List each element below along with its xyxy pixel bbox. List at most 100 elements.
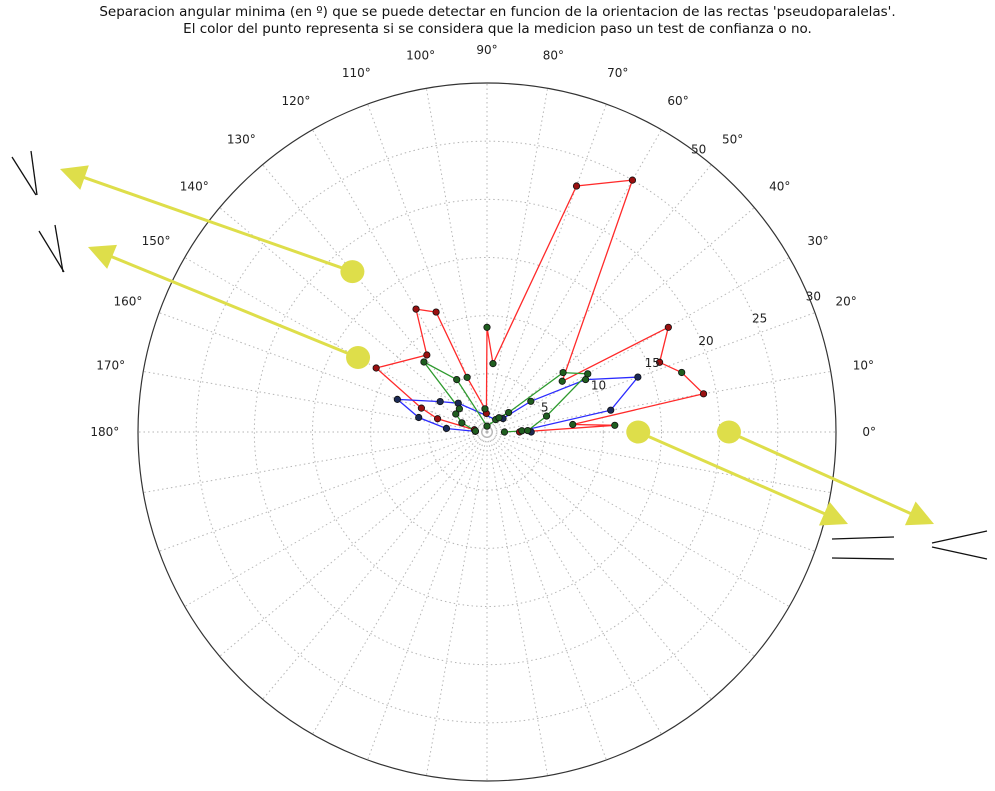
data-point bbox=[611, 421, 619, 429]
radial-tick-label: 10 bbox=[591, 378, 606, 392]
data-point bbox=[628, 176, 637, 184]
angular-tick-label: 130° bbox=[227, 132, 256, 146]
data-point bbox=[634, 373, 642, 381]
line-pair-sketch bbox=[831, 536, 895, 560]
annotation-arrowhead bbox=[88, 244, 117, 269]
data-point bbox=[453, 376, 461, 384]
sketch-line bbox=[831, 557, 895, 560]
data-point bbox=[463, 373, 471, 381]
data-point bbox=[415, 413, 423, 422]
annotation-arrowhead bbox=[904, 501, 934, 526]
angular-grid-spoke bbox=[486, 431, 712, 700]
data-point bbox=[607, 406, 615, 414]
annotation-arrow bbox=[637, 430, 829, 517]
radial-tick-label: 25 bbox=[752, 312, 767, 326]
data-point bbox=[527, 397, 535, 405]
data-point bbox=[572, 182, 581, 190]
sketch-line bbox=[11, 156, 37, 196]
data-point bbox=[412, 305, 420, 313]
tick-label-layer: 0° 10° 20° 30° 40° 50° 60° 70° 80° 90° 100° 110° 120… bbox=[90, 43, 876, 439]
data-point bbox=[455, 405, 463, 413]
data-point bbox=[393, 395, 401, 403]
data-point bbox=[505, 408, 513, 417]
angular-grid-spoke bbox=[262, 164, 488, 433]
annotation-arrowhead bbox=[60, 165, 89, 190]
radial-grid-circle bbox=[370, 315, 604, 549]
angular-tick-label: 120° bbox=[281, 94, 310, 108]
data-point bbox=[442, 424, 451, 433]
angular-tick-label: 140° bbox=[180, 179, 209, 193]
sketch-line bbox=[831, 536, 895, 540]
data-point bbox=[584, 370, 592, 378]
radial-tick-label: 30 bbox=[806, 289, 821, 303]
data-point bbox=[495, 414, 503, 422]
angular-tick-label: 90° bbox=[476, 43, 497, 57]
data-point bbox=[664, 323, 672, 331]
angular-grid-spoke bbox=[367, 431, 488, 761]
annotation-arrowhead bbox=[818, 501, 848, 526]
chart-title: Separacion angular minima (en º) que se … bbox=[99, 4, 896, 20]
chart-title-block: Separacion angular minima (en º) que se … bbox=[0, 4, 995, 38]
annotation-layer bbox=[11, 150, 988, 560]
data-point bbox=[483, 323, 491, 331]
radial-tick-label: 15 bbox=[645, 356, 660, 370]
line-pair-sketch bbox=[11, 150, 38, 196]
sketch-line bbox=[54, 224, 64, 273]
radial-tick-label: 50 bbox=[691, 142, 706, 156]
angular-tick-label: 170° bbox=[96, 359, 125, 373]
data-point bbox=[452, 410, 460, 418]
radial-grid-circle bbox=[195, 140, 779, 724]
annotation-arrow bbox=[728, 430, 915, 517]
data-point bbox=[436, 397, 444, 406]
radial-grid-circle bbox=[428, 373, 546, 491]
sketch-line bbox=[931, 530, 988, 544]
angular-tick-label: 20° bbox=[835, 294, 856, 308]
data-point bbox=[500, 428, 509, 436]
data-point bbox=[655, 358, 664, 366]
data-point bbox=[433, 415, 442, 423]
angular-tick-label: 30° bbox=[807, 234, 828, 248]
angular-tick-label: 100° bbox=[406, 49, 435, 63]
angular-tick-label: 180° bbox=[90, 425, 119, 439]
angular-grid-spoke bbox=[219, 431, 488, 657]
radial-tick-label: 5 bbox=[541, 401, 549, 415]
data-point bbox=[420, 358, 428, 366]
data-point bbox=[558, 377, 566, 385]
data-point bbox=[559, 368, 567, 377]
series-line bbox=[374, 179, 705, 433]
data-point bbox=[483, 422, 491, 430]
data-point bbox=[542, 412, 551, 420]
sketch-line bbox=[30, 150, 38, 196]
sketch-line bbox=[38, 230, 65, 273]
angular-tick-label: 110° bbox=[342, 66, 371, 80]
angular-tick-label: 50° bbox=[722, 132, 743, 146]
angular-tick-label: 70° bbox=[607, 66, 628, 80]
line-pair-sketch bbox=[931, 530, 988, 560]
annotation-arrow bbox=[107, 253, 359, 359]
data-point bbox=[471, 427, 480, 435]
angular-grid-spoke bbox=[486, 431, 607, 761]
chart-subtitle: El color del punto representa si se cons… bbox=[183, 21, 812, 37]
angular-tick-label: 150° bbox=[142, 234, 171, 248]
angular-tick-label: 60° bbox=[667, 94, 688, 108]
angular-grid-spoke bbox=[262, 431, 488, 700]
data-point bbox=[372, 364, 380, 372]
polar-frame bbox=[137, 82, 837, 782]
angular-tick-label: 80° bbox=[543, 49, 564, 63]
radial-grid-circle bbox=[312, 257, 662, 607]
angular-tick-label: 40° bbox=[769, 179, 790, 193]
line-pair-sketch bbox=[38, 224, 65, 273]
data-point bbox=[699, 390, 708, 398]
angular-tick-label: 0° bbox=[862, 425, 876, 439]
sketch-line bbox=[931, 546, 988, 560]
data-point bbox=[417, 404, 426, 412]
angular-grid-spoke bbox=[219, 207, 488, 433]
data-point bbox=[481, 405, 489, 413]
data-point bbox=[458, 419, 466, 427]
radial-tick-label: 20 bbox=[698, 334, 713, 348]
data-point bbox=[569, 420, 577, 429]
data-point bbox=[432, 308, 440, 316]
data-point bbox=[423, 351, 431, 359]
angular-tick-label: 10° bbox=[853, 359, 874, 373]
